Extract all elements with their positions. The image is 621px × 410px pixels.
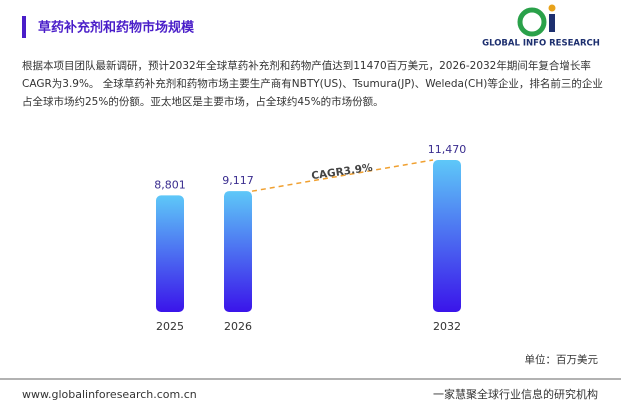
cagr-line: [251, 159, 434, 192]
paragraph-line: 根据本项目团队最新调研，预计2032年全球草药补充剂和药物产值达到11470百万…: [22, 59, 591, 72]
cagr-label: CAGR3.9%: [311, 162, 374, 183]
bar: [224, 191, 252, 312]
x-tick-label: 2032: [433, 320, 461, 333]
footer-slogan: 一家慧聚全球行业信息的研究机构: [433, 387, 598, 401]
footer-url: www.globalinforesearch.com.cn: [22, 388, 197, 401]
x-tick-label: 2025: [156, 320, 184, 333]
unit: 单位：百万美元: [525, 353, 599, 366]
value-label: 8,801: [154, 178, 186, 191]
logo-text: GLOBAL INFO RESEARCH: [482, 39, 600, 49]
logo: GLOBAL INFO RESEARCH: [482, 4, 600, 49]
value-label: 9,117: [222, 174, 254, 187]
bar: [433, 160, 461, 312]
paragraph-line: CAGR为3.9%。 全球草药补充剂和药物市场主要生产商有NBTY(US)、Ts…: [22, 77, 603, 90]
title-accent: [22, 16, 26, 38]
title: 草药补充剂和药物市场规模: [38, 20, 195, 36]
value-label: 11,470: [428, 143, 467, 156]
paragraph-line: 占全球市场约25%的份额。亚太地区是主要市场，占全球约45%的市场份额。: [22, 95, 384, 108]
bar: [156, 195, 184, 312]
x-tick-label: 2026: [224, 320, 252, 333]
